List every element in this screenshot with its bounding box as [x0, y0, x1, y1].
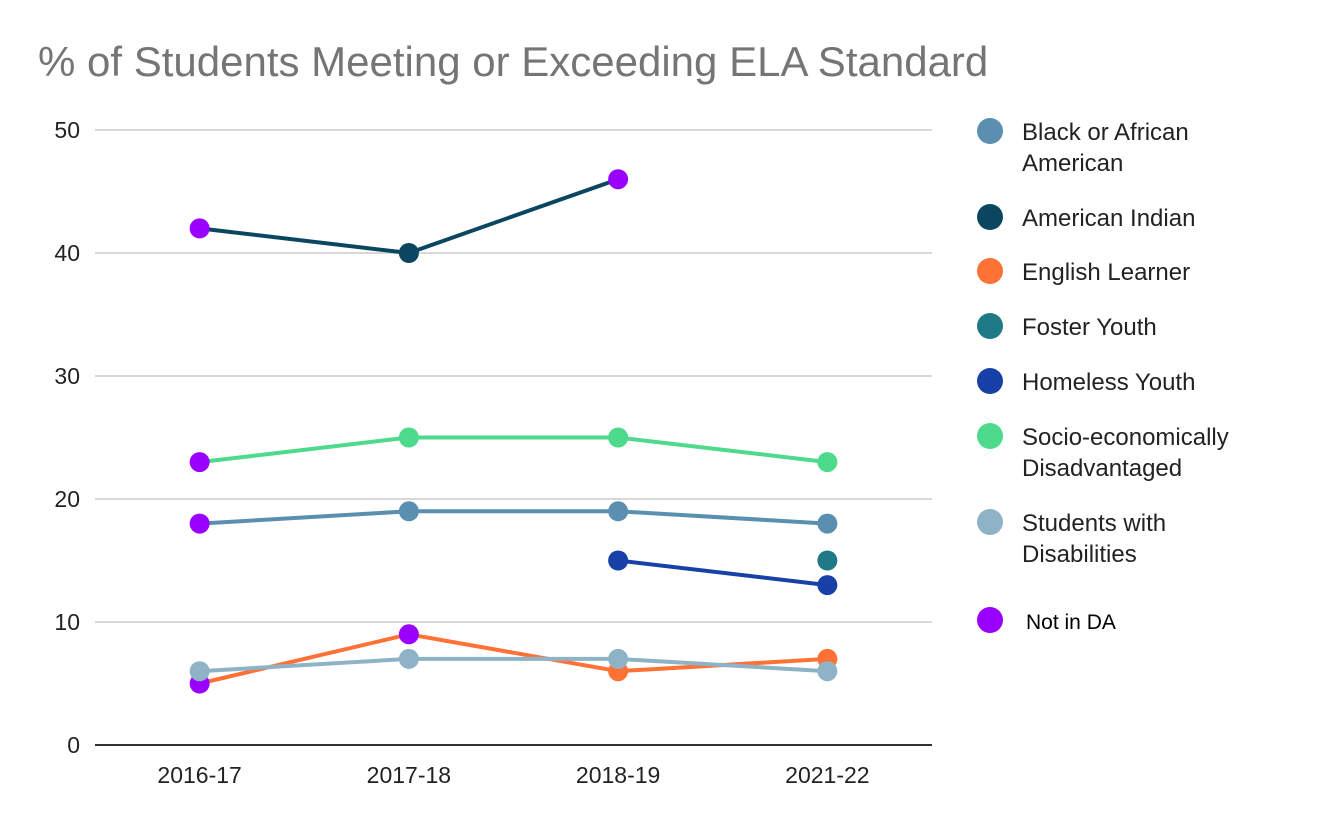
data-point [608, 427, 629, 448]
legend-item: Foster Youth [977, 313, 1157, 341]
y-tick-label: 20 [54, 486, 80, 512]
data-point [398, 427, 419, 448]
y-tick-label: 50 [54, 117, 80, 143]
legend-label: Homeless Youth [1022, 369, 1195, 396]
y-axis-ticks: 0 10 20 30 40 50 [54, 117, 80, 758]
legend-label: American Indian [1022, 205, 1195, 232]
legend-label: Disabilities [1022, 541, 1137, 568]
legend: Black or African American American Indian E… [977, 118, 1229, 634]
legend-item: Socio-economically Disadvantaged [977, 423, 1229, 482]
series-line [197, 509, 830, 526]
legend-label: Disadvantaged [1022, 455, 1182, 482]
legend-marker [977, 607, 1003, 633]
legend-item: Students with Disabilities [977, 509, 1166, 568]
x-tick-label: 2017-18 [367, 762, 451, 788]
legend-label: American [1022, 150, 1123, 177]
data-point [189, 513, 210, 534]
data-point [398, 624, 419, 645]
data-point [817, 452, 838, 473]
series-line [197, 177, 621, 255]
data-point [608, 648, 629, 669]
legend-item: English Learner [977, 258, 1190, 286]
y-tick-label: 0 [67, 732, 80, 758]
data-point [398, 501, 419, 522]
legend-label: Foster Youth [1022, 314, 1157, 341]
data-point [189, 661, 210, 682]
legend-marker [977, 204, 1003, 230]
legend-label: Students with [1022, 510, 1166, 537]
legend-marker [977, 313, 1003, 339]
y-tick-label: 40 [54, 240, 80, 266]
data-point [817, 575, 838, 596]
data-point [817, 550, 838, 571]
series-points [189, 169, 838, 694]
y-tick-label: 30 [54, 363, 80, 389]
series-line [616, 558, 830, 588]
legend-marker [977, 258, 1003, 284]
legend-item: Black or African American [977, 118, 1189, 177]
data-point [608, 501, 629, 522]
series-line [197, 435, 830, 465]
data-point [189, 452, 210, 473]
series-line [197, 656, 830, 674]
chart-title: % of Students Meeting or Exceeding ELA S… [38, 38, 988, 85]
legend-marker [977, 118, 1003, 144]
y-tick-label: 10 [54, 609, 80, 635]
data-point [817, 513, 838, 534]
legend-item: American Indian [977, 204, 1195, 232]
data-point [608, 550, 629, 571]
series-lines [197, 177, 830, 686]
x-tick-label: 2016-17 [157, 762, 241, 788]
legend-marker [977, 368, 1003, 394]
data-point [398, 648, 419, 669]
legend-marker [977, 423, 1003, 449]
legend-item: Homeless Youth [977, 368, 1195, 396]
x-axis-ticks: 2016-17 2017-18 2018-19 2021-22 [157, 762, 869, 788]
data-point [608, 169, 629, 190]
legend-label: Not in DA [1026, 611, 1116, 634]
legend-item: Not in DA [977, 607, 1116, 634]
x-tick-label: 2021-22 [785, 762, 869, 788]
legend-marker [977, 509, 1003, 535]
data-point [398, 243, 419, 263]
x-tick-label: 2018-19 [576, 762, 660, 788]
gridlines [95, 129, 932, 746]
legend-label: Socio-economically [1022, 424, 1229, 451]
legend-label: English Learner [1022, 259, 1190, 286]
data-point [189, 218, 210, 239]
legend-label: Black or African [1022, 119, 1189, 146]
data-point [817, 661, 838, 682]
